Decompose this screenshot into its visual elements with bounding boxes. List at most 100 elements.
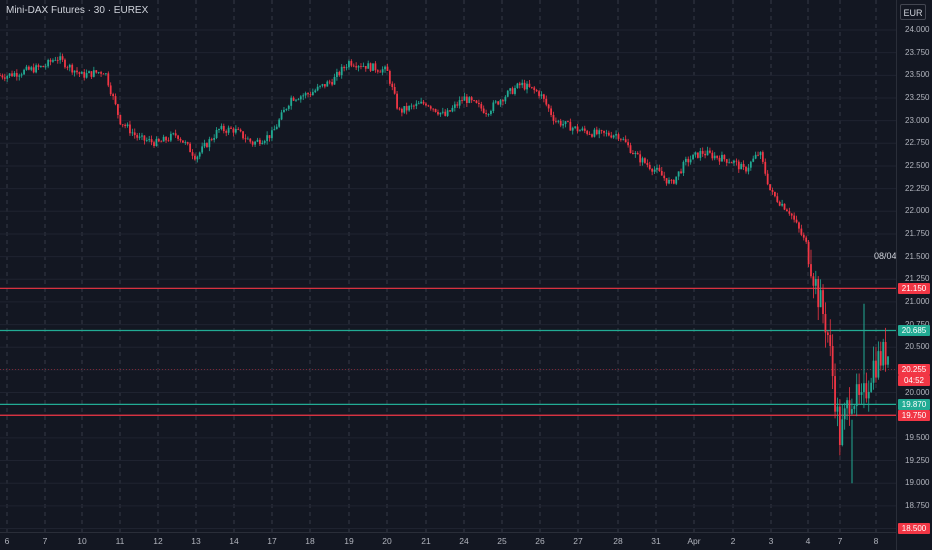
candle-body [37,65,40,67]
time-tick-label: 4 [805,536,811,546]
candle-body [704,153,707,156]
candle-body [112,94,115,97]
candle-body [745,166,747,172]
candle-body [441,111,444,113]
candle-body [716,155,719,158]
candle-body [672,179,675,184]
candle-body [526,83,528,90]
candle-body [499,100,502,105]
candle-body [533,87,536,91]
time-tick-label: 11 [115,536,125,546]
candle-body [439,112,442,115]
price-tick-label: 23.000 [905,115,930,125]
candle-body [778,201,781,206]
candle-body [458,100,461,106]
candle-body [605,132,608,134]
candle-body [374,63,377,71]
candle-body [59,56,62,61]
candle-body [153,142,155,147]
candle-body [514,88,516,94]
candle-body [841,419,844,446]
candle-body [311,92,314,96]
candle-body [408,105,411,111]
candle-body [564,121,567,125]
candle-body [518,83,521,86]
candle-body [872,360,875,383]
candle-body [398,108,401,110]
candle-body [68,64,71,68]
price-tick-label: 22.000 [905,206,930,216]
level-price-badge: 21.150 [898,282,930,294]
candle-body [92,70,95,77]
symbol-title[interactable]: Mini-DAX Futures · 30 · EUREX [6,5,149,16]
candle-body [420,101,423,104]
candle-body [124,124,127,127]
candle-body [480,104,483,109]
candle-body [49,59,52,62]
candle-body [624,139,627,143]
candle-body [369,63,372,71]
candle-body [701,151,704,154]
level-price-badge: 20.685 [898,324,930,336]
candle-body [148,139,151,141]
candle-body [427,105,430,107]
candle-body [348,61,350,68]
candle-body [357,66,360,68]
candle-body [11,73,13,77]
candle-body [843,408,846,420]
time-tick-label: 28 [613,536,623,546]
candle-body [619,138,622,140]
candle-body [579,130,581,132]
candle-body [851,409,853,414]
candle-body [627,142,629,146]
currency-button[interactable]: EUR [900,4,926,20]
candle-body [629,145,632,154]
candle-body [571,127,574,131]
candle-body [278,119,281,127]
candle-body [682,161,685,174]
candle-body [798,222,800,229]
candle-body [136,135,139,138]
price-tick-label: 22.250 [905,183,930,193]
candle-body [141,135,143,137]
time-tick-label: 10 [77,536,87,546]
candle-body [788,211,791,214]
candle-body [367,63,370,69]
candle-body [157,138,160,142]
chart-plot-area[interactable]: Mini-DAX Futures · 30 · EUREX 08/04. [0,0,896,532]
candle-body [326,81,329,87]
candle-body [234,128,237,133]
candle-body [757,154,759,156]
price-tick-label: 20.000 [905,387,930,397]
candle-body [331,82,333,85]
candle-body [737,161,740,170]
candle-body [251,141,254,145]
candle-body [634,152,637,154]
candle-body [88,71,90,74]
candle-body [143,135,146,141]
candle-body [215,129,218,138]
candle-body [632,153,634,154]
candle-body [338,71,341,76]
candle-body [675,176,678,184]
candle-body [210,139,213,140]
candle-body [687,158,690,163]
price-axis[interactable]: 24.000 23.750 23.500 23.250 23.000 22.750 22.5… [896,0,932,550]
candle-body [95,70,98,73]
candle-body [523,82,526,90]
candle-body [723,154,726,160]
candle-body [530,86,533,88]
candle-body [129,124,131,134]
candle-body [415,103,418,107]
candle-body [66,67,69,69]
candle-body [576,126,579,132]
price-chart[interactable] [0,0,896,532]
candle-body [355,66,358,68]
candle-body [400,108,403,113]
candle-body [776,196,779,202]
candle-body [376,70,379,72]
candle-body [684,158,687,162]
candle-body [805,237,808,242]
candle-body [663,175,666,179]
time-axis[interactable]: 6 7 10 11 12 13 14 17 18 19 20 21 24 25 26 27 28 31 Apr 2 3 4… [0,532,896,550]
